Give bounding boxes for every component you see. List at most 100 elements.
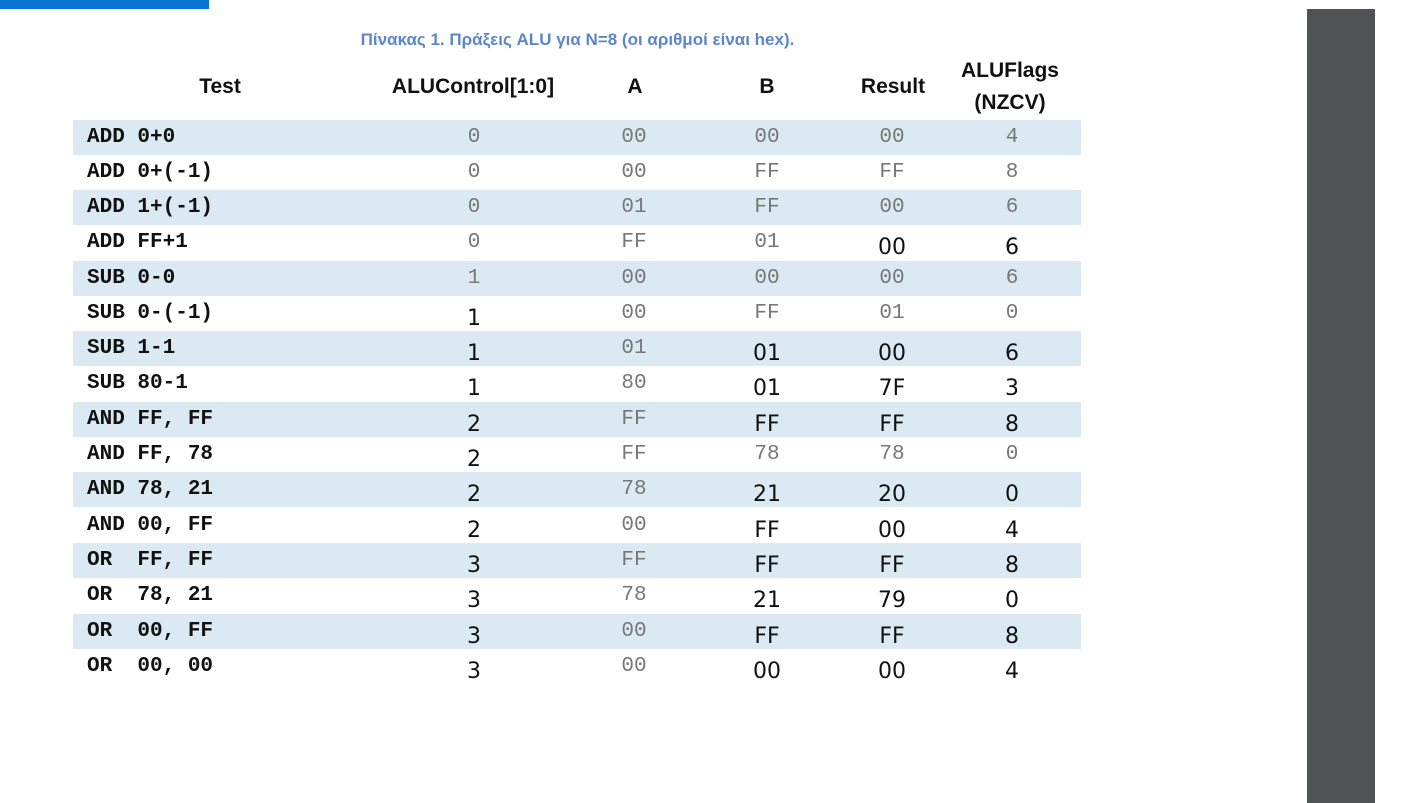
header-test: Test [199, 75, 241, 98]
table-row: OR 00, FF 3 00 FF FF 8 [73, 614, 1081, 649]
a-cell: 78 [621, 478, 647, 501]
alucontrol-cell: 3 [467, 553, 481, 578]
a-cell: FF [621, 408, 647, 431]
alucontrol-cell: 1 [467, 267, 481, 290]
flags-cell: 4 [1005, 126, 1019, 149]
header-b: B [759, 75, 775, 98]
b-cell: 00 [753, 659, 781, 684]
test-cell: SUB 80-1 [87, 372, 188, 395]
b-cell: 21 [753, 588, 781, 613]
alucontrol-cell: 3 [467, 588, 481, 613]
b-cell: FF [754, 518, 780, 543]
b-cell: FF [754, 196, 780, 219]
test-cell: OR 78, 21 [87, 584, 214, 607]
result-cell: 20 [878, 482, 906, 507]
test-cell: OR 00, 00 [87, 655, 214, 678]
b-cell: FF [754, 412, 780, 437]
alucontrol-cell: 0 [467, 126, 481, 149]
result-cell: FF [879, 161, 905, 184]
result-cell: 00 [879, 196, 905, 219]
header-nzcv: (NZCV) [974, 91, 1046, 114]
table-row: OR 78, 21 3 78 21 79 0 [73, 578, 1081, 613]
b-cell: FF [754, 161, 780, 184]
header-aluflags: ALUFlags [960, 59, 1059, 82]
flags-cell: 8 [1005, 624, 1019, 649]
result-cell: 00 [879, 267, 905, 290]
result-cell: 00 [878, 341, 906, 366]
test-cell: SUB 1-1 [87, 337, 176, 360]
alucontrol-cell: 3 [467, 624, 481, 649]
test-cell: ADD 1+(-1) [87, 196, 214, 219]
test-cell: OR FF, FF [87, 549, 214, 572]
table-row: AND 00, FF 2 00 FF 00 4 [73, 508, 1081, 543]
b-cell: 00 [754, 126, 780, 149]
test-cell: AND 00, FF [87, 514, 214, 537]
flags-cell: 6 [1005, 235, 1019, 260]
b-cell: FF [754, 302, 780, 325]
alucontrol-cell: 0 [467, 161, 481, 184]
table-caption: Πίνακας 1. Πράξεις ALU για N=8 (οι αριθμ… [360, 30, 795, 49]
table-row: ADD FF+1 0 FF 01 00 6 [73, 225, 1081, 260]
flags-cell: 6 [1005, 341, 1019, 366]
table-row: SUB 0-0 1 00 00 00 6 [73, 261, 1081, 296]
table-row: ADD 0+(-1) 0 00 FF FF 8 [73, 155, 1081, 190]
table-row: ADD 1+(-1) 0 01 FF 00 6 [73, 190, 1081, 225]
alucontrol-cell: 1 [467, 341, 481, 366]
flags-cell: 8 [1005, 412, 1019, 437]
result-cell: 00 [878, 659, 906, 684]
test-cell: SUB 0-0 [87, 267, 176, 290]
flags-cell: 6 [1005, 267, 1019, 290]
a-cell: FF [621, 443, 647, 466]
a-cell: 00 [621, 514, 647, 537]
result-cell: 7F [878, 376, 906, 401]
flags-cell: 8 [1005, 161, 1019, 184]
alucontrol-cell: 1 [467, 376, 481, 401]
scrollbar[interactable] [1307, 9, 1375, 803]
result-cell: 01 [879, 302, 905, 325]
result-cell: 00 [879, 126, 905, 149]
result-cell: FF [879, 412, 905, 437]
flags-cell: 0 [1005, 588, 1019, 613]
b-cell: 21 [753, 482, 781, 507]
table-row: AND FF, 78 2 FF 78 78 0 [73, 437, 1081, 472]
a-cell: 00 [621, 302, 647, 325]
table-row: OR 00, 00 3 00 00 00 4 [73, 649, 1081, 684]
b-cell: 00 [754, 267, 780, 290]
flags-cell: 0 [1005, 482, 1019, 507]
alucontrol-cell: 3 [467, 659, 481, 684]
table-row: SUB 80-1 1 80 01 7F 3 [73, 366, 1081, 401]
test-cell: ADD FF+1 [87, 231, 188, 254]
a-cell: 01 [621, 337, 647, 360]
alucontrol-cell: 2 [467, 447, 481, 472]
table-row: OR FF, FF 3 FF FF FF 8 [73, 543, 1081, 578]
result-cell: 79 [878, 588, 906, 613]
a-cell: FF [621, 549, 647, 572]
flags-cell: 0 [1005, 302, 1019, 325]
b-cell: 01 [753, 341, 781, 366]
a-cell: 78 [621, 584, 647, 607]
alucontrol-cell: 2 [467, 412, 481, 437]
table-row: SUB 1-1 1 01 01 00 6 [73, 331, 1081, 366]
b-cell: FF [754, 624, 780, 649]
table-row: ADD 0+0 0 00 00 00 4 [73, 120, 1081, 155]
b-cell: 01 [753, 376, 781, 401]
alucontrol-cell: 1 [467, 306, 481, 331]
flags-cell: 4 [1005, 518, 1019, 543]
flags-cell: 8 [1005, 553, 1019, 578]
test-cell: AND FF, 78 [87, 443, 214, 466]
table-row: AND 78, 21 2 78 21 20 0 [73, 472, 1081, 507]
b-cell: FF [754, 553, 780, 578]
result-cell: 00 [878, 518, 906, 543]
a-cell: 00 [621, 126, 647, 149]
header-a: A [627, 75, 643, 98]
alucontrol-cell: 2 [467, 482, 481, 507]
result-cell: FF [879, 624, 905, 649]
flags-cell: 3 [1005, 376, 1019, 401]
flags-cell: 0 [1005, 443, 1019, 466]
a-cell: FF [621, 231, 647, 254]
test-cell: ADD 0+0 [87, 126, 176, 149]
a-cell: 00 [621, 655, 647, 678]
table-row: SUB 0-(-1) 1 00 FF 01 0 [73, 296, 1081, 331]
alucontrol-cell: 0 [467, 231, 481, 254]
alucontrol-cell: 0 [467, 196, 481, 219]
